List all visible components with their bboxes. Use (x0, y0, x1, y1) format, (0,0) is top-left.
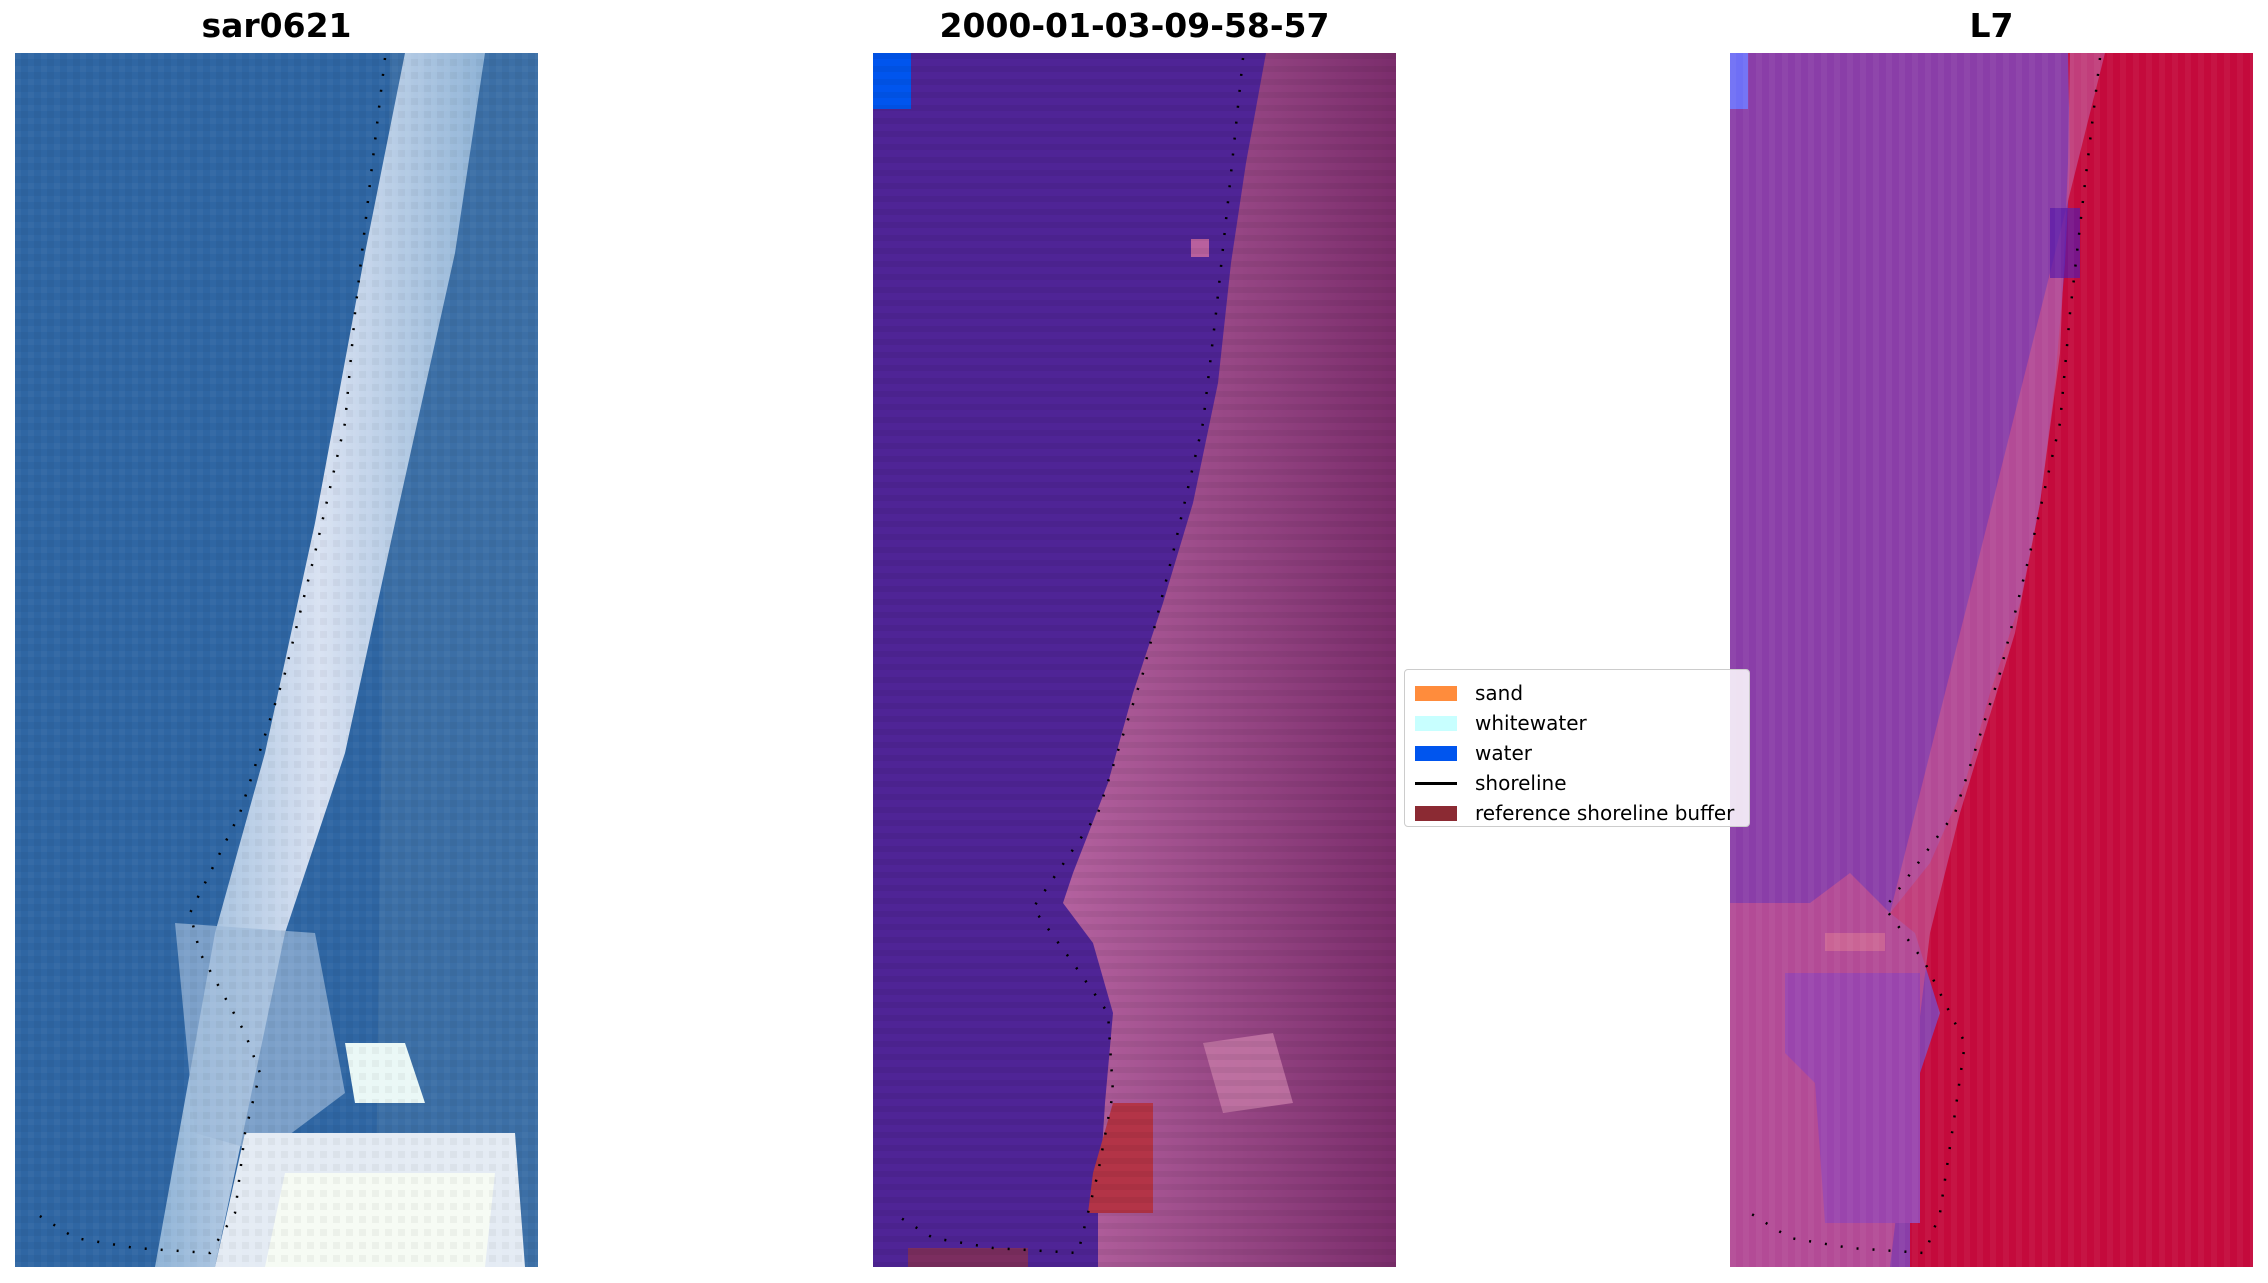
legend-label: reference shoreline buffer (1475, 801, 1735, 825)
classified-image (873, 53, 1396, 1267)
shoreline-swatch (1415, 781, 1457, 785)
legend-label: shoreline (1475, 771, 1567, 795)
legend-item-whitewater: whitewater (1415, 708, 1749, 738)
rgb-image-panel (15, 53, 538, 1267)
legend-item-sand: sand (1415, 678, 1749, 708)
panel-title-falsecolor: L7 (1969, 6, 2014, 45)
legend-label: sand (1475, 681, 1524, 705)
water-swatch (1415, 745, 1457, 761)
legend-label: water (1475, 741, 1532, 765)
falsecolor-image (1730, 53, 2253, 1267)
classified-image-panel (873, 53, 1396, 1267)
reference-buffer-swatch (1415, 805, 1457, 821)
panel-title-rgb: sar0621 (201, 6, 352, 45)
legend-item-shoreline: shoreline (1415, 768, 1749, 798)
legend-item-reference-buffer: reference shoreline buffer (1415, 798, 1749, 826)
legend-clip-overlay (1730, 669, 1760, 827)
rgb-image (15, 53, 538, 1267)
panel-title-classified: 2000-01-03-09-58-57 (939, 6, 1330, 45)
legend-label: whitewater (1475, 711, 1587, 735)
legend: sand whitewater water shoreline referenc… (1404, 669, 1750, 827)
sand-swatch (1415, 685, 1457, 701)
legend-item-water: water (1415, 738, 1749, 768)
falsecolor-image-panel (1730, 53, 2253, 1267)
whitewater-swatch (1415, 715, 1457, 731)
